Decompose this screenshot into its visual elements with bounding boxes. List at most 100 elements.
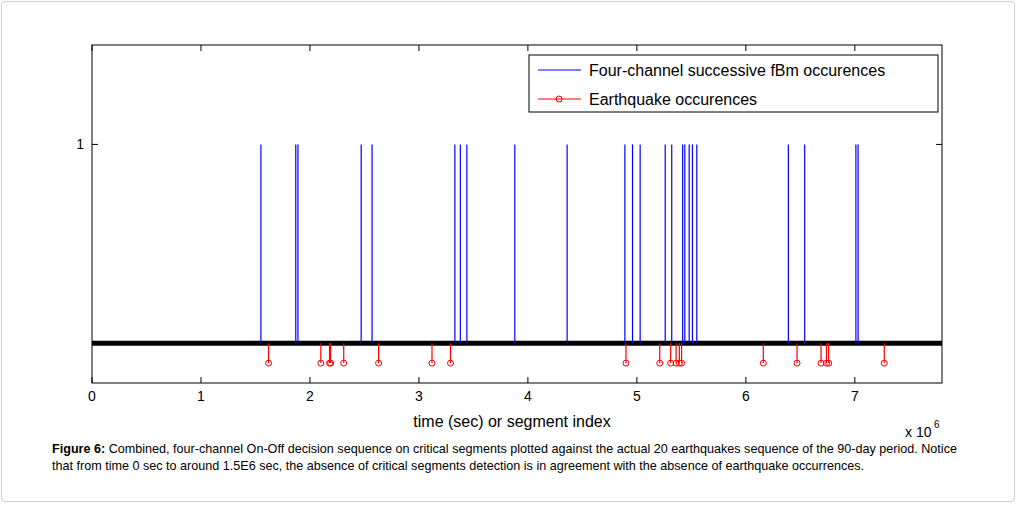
stem-line bbox=[466, 144, 467, 343]
caption: Figure 6: Combined, four-channel On-Off … bbox=[52, 441, 972, 475]
stem bbox=[794, 343, 800, 366]
stem-line bbox=[804, 144, 805, 343]
legend-label: Four-channel successive fBm occurences bbox=[589, 62, 885, 79]
x-tick-top bbox=[92, 45, 93, 51]
series-0 bbox=[261, 144, 858, 343]
x-tick bbox=[527, 377, 528, 383]
x-tick bbox=[745, 377, 746, 383]
stem bbox=[760, 343, 766, 366]
x-tick-label: 0 bbox=[88, 388, 96, 404]
stem bbox=[448, 343, 454, 366]
stem bbox=[858, 144, 859, 343]
x-tick bbox=[92, 377, 93, 383]
stem-marker bbox=[429, 360, 435, 366]
y-tick bbox=[92, 144, 98, 145]
stem bbox=[692, 144, 693, 343]
stem bbox=[855, 144, 856, 343]
y-tick-label: 1 bbox=[76, 136, 84, 152]
x-scale-text: x 10 bbox=[905, 424, 932, 440]
stem-marker bbox=[657, 360, 663, 366]
legend-box bbox=[529, 55, 938, 112]
stem bbox=[429, 343, 435, 366]
stem bbox=[684, 144, 685, 343]
stem bbox=[640, 144, 641, 343]
stem bbox=[665, 144, 666, 343]
stem bbox=[328, 343, 334, 366]
x-tick-top bbox=[636, 45, 637, 51]
stem-marker bbox=[623, 360, 629, 366]
stem-line bbox=[640, 144, 641, 343]
stem bbox=[266, 343, 272, 366]
x-tick-top bbox=[309, 45, 310, 51]
stem bbox=[671, 144, 672, 343]
stem bbox=[460, 144, 461, 343]
figure: 012345671time (sec) or segment indexx 10… bbox=[0, 0, 1018, 505]
stem-marker bbox=[328, 360, 334, 366]
stem bbox=[696, 144, 697, 343]
stem-marker bbox=[341, 360, 347, 366]
x-tick bbox=[854, 377, 855, 383]
stem bbox=[260, 144, 261, 343]
stem bbox=[361, 144, 362, 343]
axes-frame bbox=[92, 45, 942, 383]
stem-line bbox=[632, 144, 633, 343]
stem-line bbox=[514, 144, 515, 343]
x-scale-exponent: 6 bbox=[934, 419, 940, 430]
x-tick-top bbox=[200, 45, 201, 51]
stem bbox=[567, 144, 568, 343]
stem-line bbox=[671, 144, 672, 343]
x-tick-label: 3 bbox=[415, 388, 423, 404]
plot-area bbox=[92, 45, 942, 383]
stem-line bbox=[855, 144, 856, 343]
legend-marker bbox=[556, 96, 562, 102]
stem bbox=[514, 144, 515, 343]
stem bbox=[454, 144, 455, 343]
x-tick bbox=[309, 377, 310, 383]
stem bbox=[881, 343, 887, 366]
y-tick-right bbox=[936, 144, 942, 145]
stem-line bbox=[788, 144, 789, 343]
x-axis-label: time (sec) or segment index bbox=[413, 413, 610, 430]
stem bbox=[682, 144, 683, 343]
stem-line bbox=[665, 144, 666, 343]
stem bbox=[372, 144, 373, 343]
stem-line bbox=[361, 144, 362, 343]
series-1 bbox=[266, 343, 888, 366]
marks bbox=[92, 144, 942, 366]
stem-line bbox=[682, 144, 683, 343]
stem-line bbox=[857, 144, 858, 343]
stem bbox=[318, 343, 324, 366]
stem bbox=[826, 343, 832, 366]
stem bbox=[804, 144, 805, 343]
stem-line bbox=[689, 144, 690, 343]
stem bbox=[689, 144, 690, 343]
stem bbox=[297, 144, 298, 343]
stem-line bbox=[371, 144, 372, 343]
x-tick-label: 2 bbox=[306, 388, 314, 404]
stem bbox=[466, 144, 467, 343]
caption-label: Figure 6: bbox=[52, 442, 105, 456]
stem bbox=[679, 343, 685, 366]
stem-marker bbox=[266, 360, 272, 366]
stem-marker bbox=[881, 360, 887, 366]
stem bbox=[657, 343, 663, 366]
stem-line bbox=[567, 144, 568, 343]
x-tick bbox=[418, 377, 419, 383]
legend-line bbox=[538, 69, 581, 70]
stem-line bbox=[454, 144, 455, 343]
x-tick-top bbox=[527, 45, 528, 51]
stem bbox=[788, 144, 789, 343]
x-tick-label: 1 bbox=[197, 388, 205, 404]
x-tick bbox=[636, 377, 637, 383]
stem-line bbox=[297, 144, 298, 343]
legend-line bbox=[538, 98, 581, 99]
stem-marker bbox=[760, 360, 766, 366]
stem bbox=[632, 144, 633, 343]
legend-label: Earthquake occurences bbox=[589, 91, 757, 108]
stem-line bbox=[260, 144, 261, 343]
x-tick-label: 6 bbox=[742, 388, 750, 404]
stem-marker bbox=[826, 360, 832, 366]
stem bbox=[623, 343, 629, 366]
stem bbox=[823, 343, 829, 366]
stem-line bbox=[460, 144, 461, 343]
